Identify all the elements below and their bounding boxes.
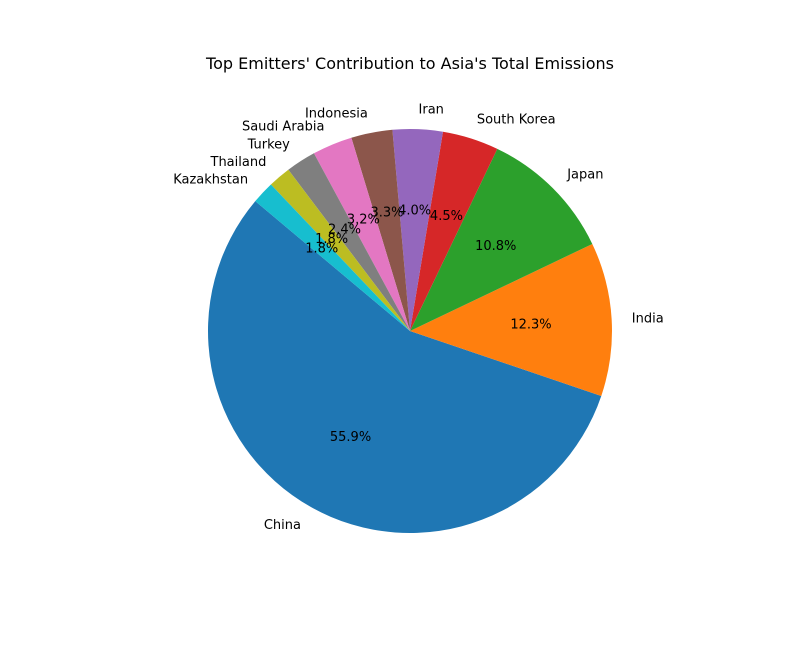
percent-label-japan: 10.8% xyxy=(475,239,516,254)
slice-label-china: China xyxy=(264,518,301,533)
slice-label-india: India xyxy=(632,311,664,326)
slice-label-saudi-arabia: Saudi Arabia xyxy=(242,119,325,134)
percent-label-indonesia: 3.3% xyxy=(370,206,403,221)
percent-label-kazakhstan: 1.8% xyxy=(305,241,338,256)
percent-labels-layer: 55.9%12.3%10.8%4.5%4.0%3.3%3.2%2.4%1.8%1… xyxy=(305,203,551,445)
pie-slice-thailand xyxy=(270,169,410,331)
percent-label-india: 12.3% xyxy=(510,317,551,332)
slice-label-japan: Japan xyxy=(566,167,603,182)
slice-label-south-korea: South Korea xyxy=(477,113,556,128)
slice-label-kazakhstan: Kazakhstan xyxy=(173,172,248,187)
percent-label-south-korea: 4.5% xyxy=(430,209,463,224)
pie-slice-kazakhstan xyxy=(255,184,410,331)
pie-slice-saudi-arabia xyxy=(313,137,410,331)
percent-label-saudi-arabia: 3.2% xyxy=(347,213,380,228)
pie-slice-japan xyxy=(410,148,593,331)
pie-slice-china xyxy=(207,201,602,534)
percent-label-china: 55.9% xyxy=(330,430,371,445)
slice-label-iran: Iran xyxy=(419,102,444,117)
slice-label-indonesia: Indonesia xyxy=(305,106,368,121)
pie-slice-south-korea xyxy=(410,131,498,331)
chart-title: Top Emitters' Contribution to Asia's Tot… xyxy=(205,54,614,73)
pie-slice-indonesia xyxy=(351,129,410,331)
pie-slice-india xyxy=(410,243,612,396)
pie-slice-iran xyxy=(392,128,443,331)
slice-label-thailand: Thailand xyxy=(210,155,267,170)
slice-label-turkey: Turkey xyxy=(247,138,291,153)
slices-layer xyxy=(207,128,612,534)
percent-label-iran: 4.0% xyxy=(398,203,431,218)
percent-label-turkey: 2.4% xyxy=(328,223,361,238)
percent-label-thailand: 1.8% xyxy=(315,232,348,247)
pie-slice-turkey xyxy=(288,153,410,331)
slice-labels-layer: China India Japan South Korea Iran IndonesiaS… xyxy=(173,102,663,533)
